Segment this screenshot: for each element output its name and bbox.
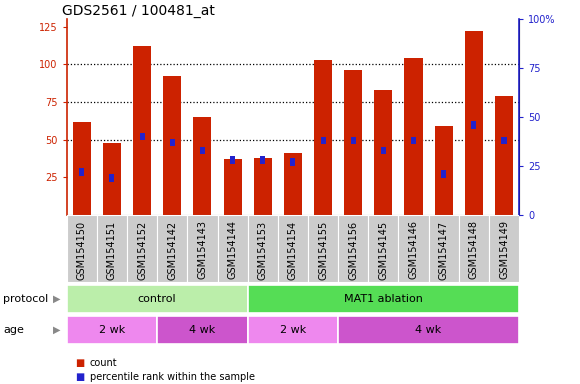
Text: ▶: ▶ <box>53 325 61 335</box>
Text: GDS2561 / 100481_at: GDS2561 / 100481_at <box>62 4 215 18</box>
Bar <box>133 46 151 215</box>
Bar <box>103 143 121 215</box>
Text: GSM154154: GSM154154 <box>288 220 298 280</box>
Bar <box>291 158 295 166</box>
Bar <box>381 147 386 154</box>
Text: 4 wk: 4 wk <box>415 325 442 335</box>
Bar <box>67 285 248 313</box>
Bar <box>72 122 91 215</box>
Bar <box>163 76 182 215</box>
Bar <box>374 90 393 215</box>
Bar <box>140 133 144 141</box>
Bar <box>157 316 248 344</box>
Bar <box>110 174 114 182</box>
Text: percentile rank within the sample: percentile rank within the sample <box>90 372 255 382</box>
Text: GSM154156: GSM154156 <box>348 220 358 280</box>
Text: ■: ■ <box>75 358 85 368</box>
Bar <box>502 137 506 144</box>
Bar <box>200 147 205 154</box>
Text: protocol: protocol <box>3 294 48 304</box>
Text: age: age <box>3 325 24 335</box>
Bar <box>321 137 325 144</box>
Bar <box>398 215 429 282</box>
Text: GSM154153: GSM154153 <box>258 220 268 280</box>
Bar <box>223 159 242 215</box>
Bar <box>230 156 235 164</box>
Text: GSM154155: GSM154155 <box>318 220 328 280</box>
Bar <box>429 215 459 282</box>
Bar <box>260 156 265 164</box>
Bar <box>489 215 519 282</box>
Bar <box>97 215 127 282</box>
Bar <box>193 117 212 215</box>
Bar <box>459 215 489 282</box>
Text: GSM154145: GSM154145 <box>378 220 389 280</box>
Bar <box>157 215 187 282</box>
Bar <box>434 126 453 215</box>
Bar <box>127 215 157 282</box>
Text: count: count <box>90 358 118 368</box>
Bar <box>314 60 332 215</box>
Bar <box>278 215 308 282</box>
Bar <box>248 285 519 313</box>
Bar <box>441 170 446 178</box>
Bar <box>218 215 248 282</box>
Bar <box>338 316 519 344</box>
Text: 2 wk: 2 wk <box>99 325 125 335</box>
Bar <box>351 137 356 144</box>
Bar <box>79 168 84 176</box>
Bar <box>170 139 175 146</box>
Bar <box>284 153 302 215</box>
Bar <box>308 215 338 282</box>
Bar <box>368 215 398 282</box>
Bar <box>67 316 157 344</box>
Bar <box>248 316 338 344</box>
Text: GSM154146: GSM154146 <box>408 220 419 280</box>
Bar <box>187 215 218 282</box>
Text: ▶: ▶ <box>53 294 61 304</box>
Text: GSM154143: GSM154143 <box>197 220 208 280</box>
Text: MAT1 ablation: MAT1 ablation <box>344 294 423 304</box>
Text: 4 wk: 4 wk <box>189 325 216 335</box>
Text: GSM154152: GSM154152 <box>137 220 147 280</box>
Text: GSM154142: GSM154142 <box>167 220 177 280</box>
Text: GSM154151: GSM154151 <box>107 220 117 280</box>
Text: GSM154147: GSM154147 <box>438 220 449 280</box>
Text: GSM154144: GSM154144 <box>227 220 238 280</box>
Bar <box>67 215 97 282</box>
Bar <box>404 58 423 215</box>
Text: ■: ■ <box>75 372 85 382</box>
Bar <box>253 158 272 215</box>
Text: control: control <box>138 294 176 304</box>
Text: GSM154148: GSM154148 <box>469 220 479 280</box>
Bar <box>248 215 278 282</box>
Bar <box>495 96 513 215</box>
Bar <box>472 121 476 129</box>
Bar <box>344 70 362 215</box>
Text: 2 wk: 2 wk <box>280 325 306 335</box>
Bar <box>338 215 368 282</box>
Bar <box>465 31 483 215</box>
Text: GSM154149: GSM154149 <box>499 220 509 280</box>
Bar <box>411 137 416 144</box>
Text: GSM154150: GSM154150 <box>77 220 87 280</box>
